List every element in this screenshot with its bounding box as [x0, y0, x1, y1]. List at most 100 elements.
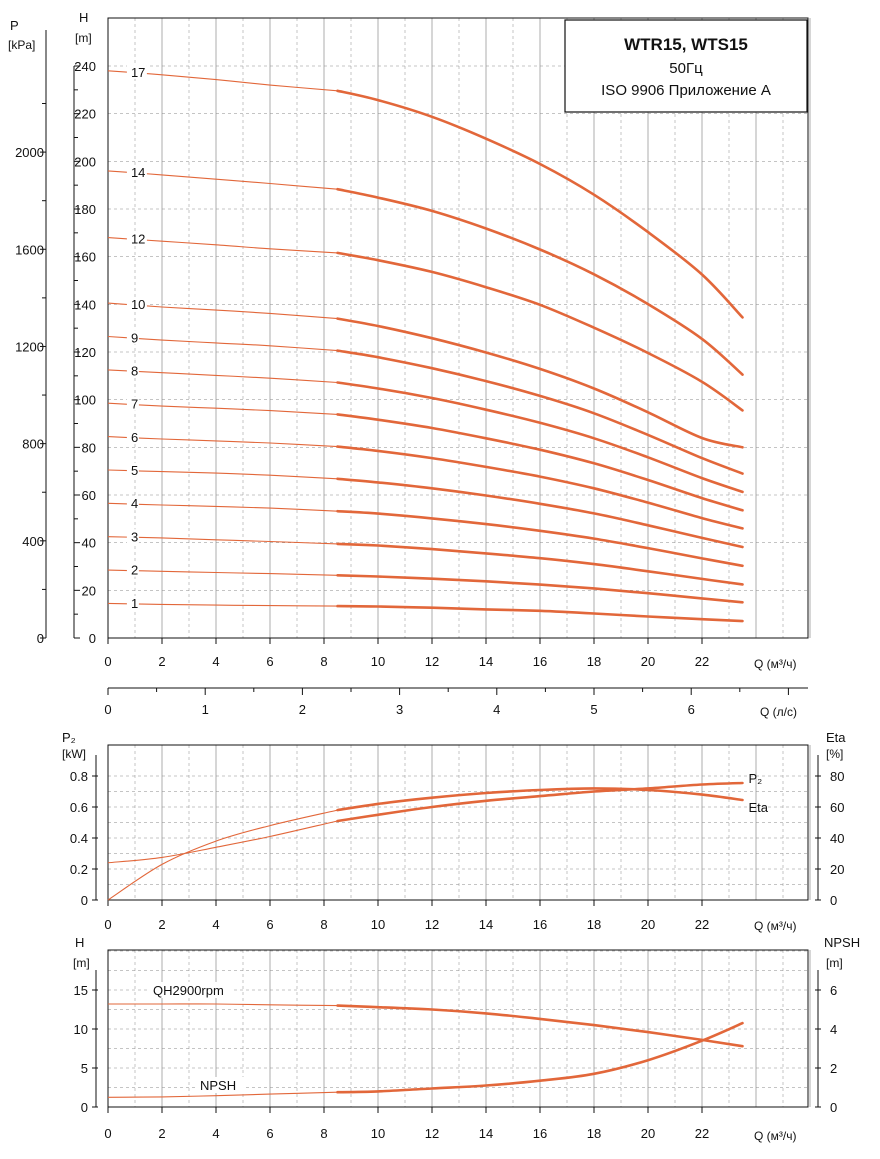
curve-thin-QH2900rpm	[108, 1003, 338, 1007]
q2-tick-label: 18	[587, 917, 601, 932]
panel1-frame	[107, 17, 809, 639]
stage-label-2: 2	[131, 563, 138, 578]
stage-label-bg	[126, 231, 147, 246]
title-box-frame	[564, 19, 808, 113]
stage-curve-8	[336, 381, 744, 494]
q2-tick-label: 10	[371, 917, 385, 932]
npsh-tick-label: 4	[830, 1022, 837, 1037]
npsh-tick-label: 2	[830, 1061, 837, 1076]
title-model: WTR15, WTS15	[624, 35, 748, 54]
q2-tick-label: 0	[104, 917, 111, 932]
stage-curve-thin-1	[107, 602, 338, 607]
stage-label-bg	[126, 396, 139, 411]
stage-curve-3	[336, 542, 744, 586]
stage-curve-9	[336, 349, 744, 475]
series-label-P₂: P₂	[749, 771, 763, 786]
q-tick-label: 4	[212, 654, 219, 669]
panel3-frame	[107, 949, 809, 1108]
npsh-tick-label: 0	[830, 1100, 837, 1115]
h-tick-label: 140	[74, 297, 96, 312]
p2-tick-label: 0	[81, 893, 88, 908]
p2-tick-label: 0.2	[70, 862, 88, 877]
q-tick-label: 0	[104, 654, 111, 669]
stage-label-bg	[126, 562, 139, 577]
stage-curve-14	[336, 187, 744, 376]
q-tick-label: 10	[371, 654, 385, 669]
ls-axis-unit: Q (л/с)	[760, 705, 797, 719]
ls-tick-label: 6	[688, 702, 695, 717]
q2-tick-label: 20	[641, 917, 655, 932]
stage-label-14: 14	[131, 165, 145, 180]
stage-label-bg	[126, 164, 147, 179]
curve-thin-Eta	[107, 809, 338, 901]
curve-P₂	[336, 781, 744, 823]
npsh-axis-unit: [m]	[826, 956, 843, 970]
eta-tick-label: 80	[830, 769, 844, 784]
q-tick-label: 16	[533, 654, 547, 669]
q3-tick-label: 18	[587, 1126, 601, 1141]
eta-axis-label: Eta	[826, 730, 846, 745]
p2-tick-label: 0.6	[70, 800, 88, 815]
stage-curve-thin-8	[107, 369, 338, 384]
q-axis-unit: Q (м³/ч)	[754, 657, 797, 671]
stage-curve-5	[336, 477, 744, 549]
ls-tick-label: 0	[104, 702, 111, 717]
p2-axis-label: P₂	[62, 730, 76, 745]
q-tick-label: 6	[266, 654, 273, 669]
h-tick-label: 100	[74, 393, 96, 408]
q-tick-label: 8	[320, 654, 327, 669]
stage-label-bg	[126, 363, 139, 378]
p-tick-label: 1200	[15, 339, 44, 354]
ls-tick-label: 1	[202, 702, 209, 717]
h3-axis-label: H	[75, 935, 84, 950]
p-axis-unit: [kPa]	[8, 38, 35, 52]
stage-curve-thin-4	[107, 502, 338, 512]
stage-curve-10	[336, 317, 744, 449]
stage-label-12: 12	[131, 231, 145, 246]
eta-tick-label: 20	[830, 862, 844, 877]
ls-tick-label: 4	[493, 702, 500, 717]
q3-tick-label: 4	[212, 1126, 219, 1141]
p2-tick-label: 0.4	[70, 831, 88, 846]
eta-tick-label: 60	[830, 800, 844, 815]
h-tick-label: 80	[82, 440, 96, 455]
q3-tick-label: 10	[371, 1126, 385, 1141]
stage-label-bg	[126, 496, 139, 511]
h-tick-label: 240	[74, 59, 96, 74]
stage-label-5: 5	[131, 463, 138, 478]
stage-label-bg	[126, 64, 147, 79]
stage-label-3: 3	[131, 529, 138, 544]
q2-axis-unit: Q (м³/ч)	[754, 919, 797, 933]
stage-curve-thin-7	[107, 402, 338, 415]
h-tick-label: 20	[82, 583, 96, 598]
h-tick-label: 220	[74, 107, 96, 122]
q-tick-label: 22	[695, 654, 709, 669]
stage-label-bg	[126, 462, 139, 477]
stage-curve-thin-3	[107, 536, 338, 545]
stage-label-bg	[126, 330, 139, 345]
h-tick-label: 180	[74, 202, 96, 217]
panel2-frame	[107, 744, 809, 901]
stage-label-4: 4	[131, 496, 138, 511]
q3-axis-unit: Q (м³/ч)	[754, 1129, 797, 1143]
npsh-tick-label: 6	[830, 983, 837, 998]
q2-tick-label: 4	[212, 917, 219, 932]
qh-label-bg	[150, 982, 234, 998]
curve-NPSH	[336, 1021, 744, 1094]
q-tick-label: 18	[587, 654, 601, 669]
stage-label-8: 8	[131, 363, 138, 378]
eta-tick-label: 40	[830, 831, 844, 846]
stage-label-bg	[126, 429, 139, 444]
h-tick-label: 120	[74, 345, 96, 360]
curve-QH2900rpm	[336, 1004, 744, 1048]
h3-tick-label: 5	[81, 1061, 88, 1076]
stage-curve-thin-6	[107, 436, 338, 448]
q3-tick-label: 6	[266, 1126, 273, 1141]
q-tick-label: 14	[479, 654, 493, 669]
eta-tick-label: 0	[830, 893, 837, 908]
stage-curve-2	[336, 574, 744, 604]
stage-label-7: 7	[131, 397, 138, 412]
p-tick-label: 2000	[15, 145, 44, 160]
p2-tick-label: 0.8	[70, 769, 88, 784]
q3-tick-label: 8	[320, 1126, 327, 1141]
